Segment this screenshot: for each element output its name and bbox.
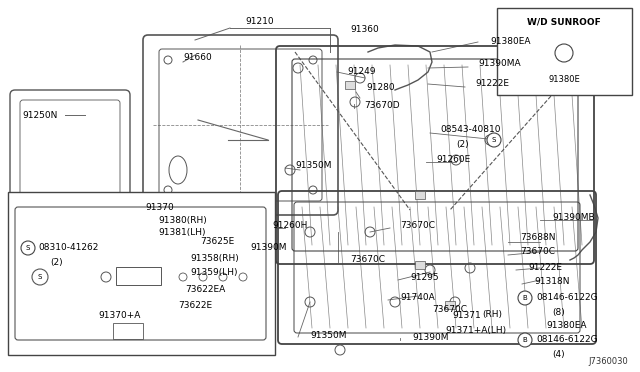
Bar — [415, 191, 425, 199]
Text: 73670C: 73670C — [432, 305, 467, 314]
Text: 73670C: 73670C — [520, 247, 555, 257]
Text: 91249: 91249 — [347, 67, 376, 77]
Text: 91380EA: 91380EA — [546, 321, 586, 330]
Text: 73670C: 73670C — [350, 256, 385, 264]
Bar — [116, 267, 161, 285]
Text: 91260H: 91260H — [272, 221, 307, 230]
Bar — [445, 301, 455, 309]
Bar — [8, 192, 275, 355]
Text: 91381(LH): 91381(LH) — [158, 228, 205, 237]
Text: 91380E: 91380E — [548, 76, 580, 84]
Bar — [113, 323, 143, 339]
Text: B: B — [523, 337, 527, 343]
Text: 91371: 91371 — [452, 311, 481, 320]
Text: 73670D: 73670D — [364, 100, 399, 109]
Text: 91380(RH): 91380(RH) — [158, 215, 207, 224]
Text: 91660: 91660 — [183, 54, 212, 62]
Text: 91260E: 91260E — [436, 155, 470, 164]
Text: 91359(LH): 91359(LH) — [190, 267, 237, 276]
Text: B: B — [523, 295, 527, 301]
Text: 91390M: 91390M — [250, 244, 287, 253]
Text: 91280: 91280 — [366, 83, 395, 93]
Text: (8): (8) — [552, 308, 564, 317]
Text: 73622EA: 73622EA — [185, 285, 225, 295]
Circle shape — [518, 333, 532, 347]
Circle shape — [487, 133, 501, 147]
Text: 91390MB: 91390MB — [552, 214, 595, 222]
Text: 91371+A(LH): 91371+A(LH) — [445, 326, 506, 334]
Text: 91350M: 91350M — [295, 160, 332, 170]
Text: 73625E: 73625E — [200, 237, 234, 247]
Text: 91210: 91210 — [245, 17, 274, 26]
Text: 91370: 91370 — [145, 203, 173, 212]
Text: 91390MA: 91390MA — [478, 60, 520, 68]
Text: 73670C: 73670C — [400, 221, 435, 230]
Text: 91380EA: 91380EA — [490, 38, 531, 46]
Text: S: S — [26, 245, 30, 251]
Text: 91370+A: 91370+A — [98, 311, 140, 321]
Text: 08146-6122G: 08146-6122G — [536, 294, 598, 302]
Text: 91222E: 91222E — [475, 80, 509, 89]
Text: W/D SUNROOF: W/D SUNROOF — [527, 17, 601, 26]
Bar — [345, 81, 355, 89]
Text: S: S — [38, 274, 42, 280]
Bar — [415, 261, 425, 269]
Text: S: S — [492, 137, 496, 143]
Text: 91390M: 91390M — [412, 334, 449, 343]
Text: (4): (4) — [552, 350, 564, 359]
Text: 73622E: 73622E — [178, 301, 212, 311]
Circle shape — [518, 291, 532, 305]
Text: 91360: 91360 — [350, 26, 379, 35]
Text: (2): (2) — [50, 257, 63, 266]
Text: 91250N: 91250N — [22, 110, 58, 119]
Text: 91350M: 91350M — [310, 330, 346, 340]
Text: 91318N: 91318N — [534, 278, 570, 286]
Text: 08543-40810: 08543-40810 — [440, 125, 500, 135]
Text: (RH): (RH) — [482, 311, 502, 320]
Text: 91358(RH): 91358(RH) — [190, 253, 239, 263]
Text: (2): (2) — [456, 140, 468, 148]
Text: 08146-6122G: 08146-6122G — [536, 336, 598, 344]
Text: 73688N: 73688N — [520, 234, 556, 243]
Text: J7360030: J7360030 — [588, 357, 628, 366]
Text: 91295: 91295 — [410, 273, 438, 282]
Text: 91740A: 91740A — [400, 294, 435, 302]
Text: 91222E: 91222E — [528, 263, 562, 273]
Circle shape — [21, 241, 35, 255]
Bar — [497, 8, 632, 95]
Text: 08310-41262: 08310-41262 — [38, 244, 99, 253]
